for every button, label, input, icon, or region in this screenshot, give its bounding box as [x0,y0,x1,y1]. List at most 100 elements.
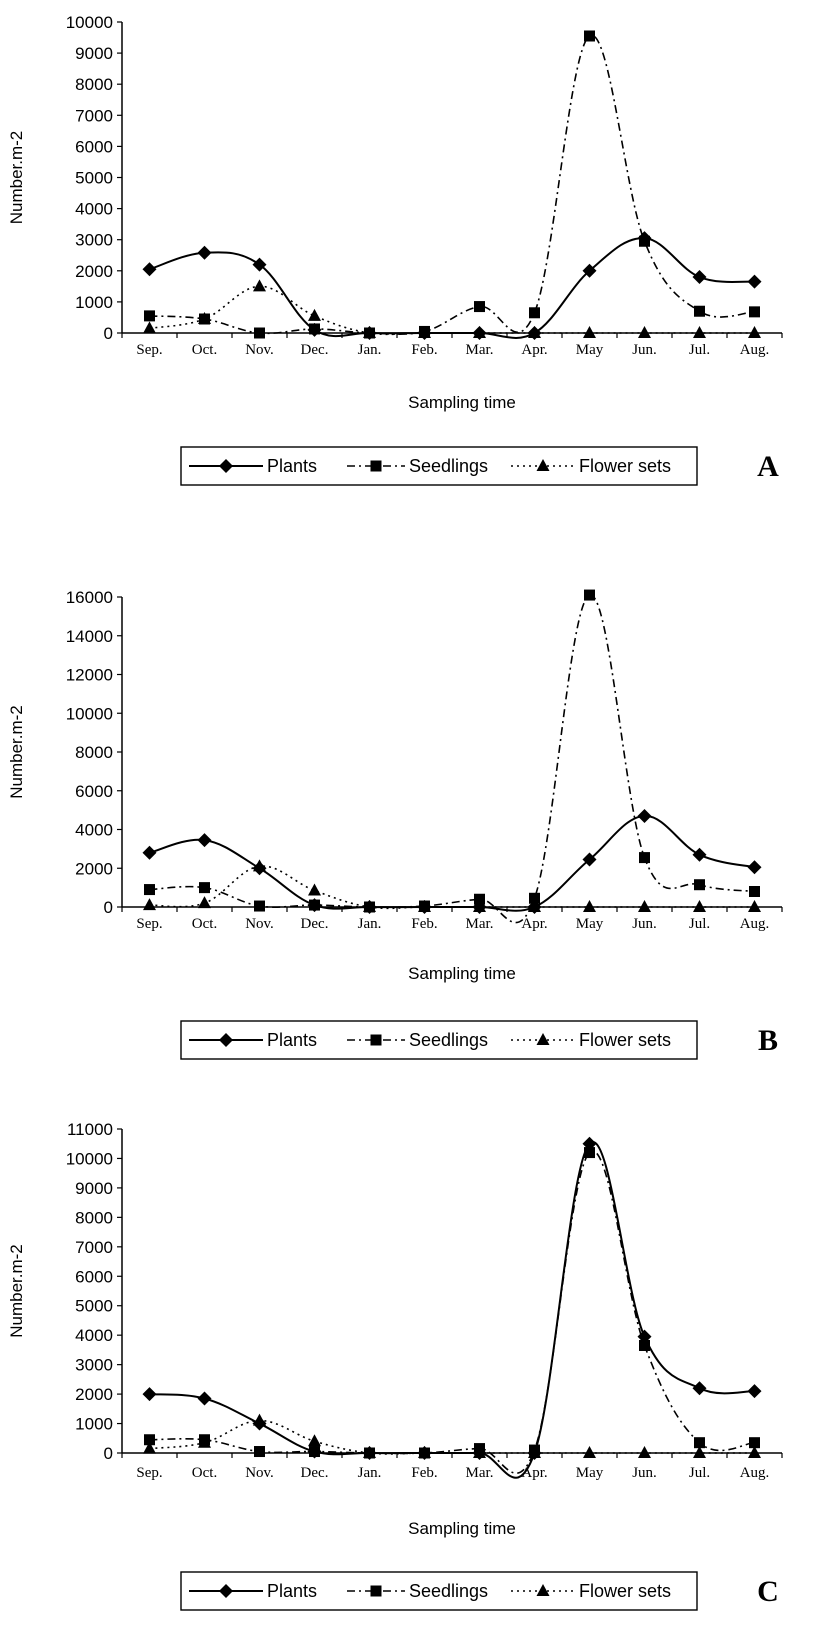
data-point-seedlings [639,235,650,247]
data-point-seedlings [309,899,320,911]
data-point-plants [582,852,597,867]
series-line-plants [149,1140,755,1479]
y-axis-title: Number.m-2 [7,1244,26,1338]
y-tick-label: 4000 [75,1326,113,1345]
x-tick-label: Jun. [632,916,657,932]
data-point-flower-sets [638,900,651,912]
x-tick-label: Feb. [411,916,437,932]
y-tick-label: 4000 [75,821,113,840]
data-point-seedlings [529,892,540,904]
legend-label-flower-sets: Flower sets [579,1030,671,1050]
data-point-plants [252,257,267,272]
x-tick-label: Sep. [136,342,162,358]
series-line-flower-sets [149,1419,755,1455]
data-point-seedlings [694,305,705,317]
y-tick-label: 6000 [75,1267,113,1286]
data-point-flower-sets [308,1434,321,1447]
legend-box [180,446,698,486]
data-point-seedlings [309,1446,320,1458]
legend-marker-seedlings [370,1034,382,1046]
data-point-seedlings [309,323,320,335]
y-tick-label: 4000 [75,200,113,219]
y-tick-label: 0 [104,324,113,343]
legend-label-plants: Plants [267,1030,317,1050]
data-point-plants [142,845,157,860]
y-tick-label: 10000 [66,1149,113,1168]
data-point-flower-sets [363,1446,376,1458]
x-tick-label: Apr. [521,916,547,932]
y-tick-label: 5000 [75,1297,113,1316]
data-point-seedlings [584,589,595,601]
data-point-seedlings [694,1437,705,1449]
y-tick-label: 14000 [66,627,113,646]
panel-label: C [757,1575,779,1608]
y-tick-label: 6000 [75,137,113,156]
x-tick-label: Dec. [301,916,329,932]
y-axis-title: Number.m-2 [7,131,26,225]
data-point-flower-sets [583,326,596,338]
data-point-seedlings [199,882,210,894]
legend: Plants Seedlings Flower sets [180,1571,698,1611]
x-tick-label: Nov. [245,1465,274,1481]
data-point-seedlings [749,886,760,897]
data-point-flower-sets [143,1441,156,1454]
x-tick-label: May [576,342,604,358]
y-tick-label: 0 [104,898,113,917]
x-tick-label: Nov. [245,916,274,932]
x-tick-label: Jul. [689,1465,710,1481]
x-axis-title: Sampling time [408,964,516,983]
data-point-seedlings [639,852,650,864]
x-tick-label: Mar. [466,916,494,932]
legend-box [180,1020,698,1060]
y-tick-label: 10000 [66,13,113,32]
data-point-seedlings [254,1446,265,1458]
y-tick-label: 7000 [75,1238,113,1257]
data-point-seedlings [529,307,540,319]
data-point-flower-sets [143,321,156,334]
series-line-seedlings [149,594,755,924]
data-point-seedlings [584,30,595,42]
x-tick-label: Jan. [358,916,382,932]
x-tick-label: Jan. [358,1465,382,1481]
legend-marker-plants [219,1033,233,1047]
y-tick-label: 1000 [75,1415,113,1434]
legend-label-seedlings: Seedlings [409,456,488,476]
chart-panel-b: 0 2000 4000 6000 8000 10000 12000 14000 16000 Sep… [7,588,783,1060]
data-point-plants [142,1387,157,1402]
data-point-flower-sets [583,900,596,912]
series-line-plants [149,237,755,339]
y-tick-label: 10000 [66,704,113,723]
data-point-seedlings [254,327,265,339]
y-tick-label: 1000 [75,293,113,312]
data-point-flower-sets [253,279,266,292]
chart-panel-a: 0 1000 2000 3000 4000 5000 6000 7000 8000 9000 100… [7,13,783,486]
data-point-plants [197,245,212,260]
x-tick-label: May [576,916,604,932]
data-point-flower-sets [693,326,706,338]
x-axis-title: Sampling time [408,1519,516,1538]
data-point-seedlings [474,301,485,313]
x-tick-label: Feb. [411,1465,437,1481]
data-point-flower-sets [693,900,706,912]
y-tick-label: 6000 [75,782,113,801]
data-point-flower-sets [528,1446,541,1458]
data-point-plants [692,847,707,862]
series-line-seedlings [149,1150,755,1475]
y-tick-label: 2000 [75,859,113,878]
data-point-flower-sets [638,1446,651,1458]
y-tick-label: 2000 [75,1385,113,1404]
legend: Plants Seedlings Flower sets [180,1020,698,1060]
x-tick-label: Jul. [689,916,710,932]
y-tick-label: 5000 [75,169,113,188]
data-point-flower-sets [583,1446,596,1458]
data-point-plants [637,808,652,823]
x-tick-label: Dec. [301,342,329,358]
series-line-plants [149,814,755,912]
data-point-seedlings [694,879,705,891]
data-point-flower-sets [143,898,156,911]
y-axis-title: Number.m-2 [7,705,26,799]
data-point-plants [747,860,762,875]
data-point-flower-sets [418,1446,431,1458]
y-tick-label: 2000 [75,262,113,281]
legend-label-seedlings: Seedlings [409,1030,488,1050]
